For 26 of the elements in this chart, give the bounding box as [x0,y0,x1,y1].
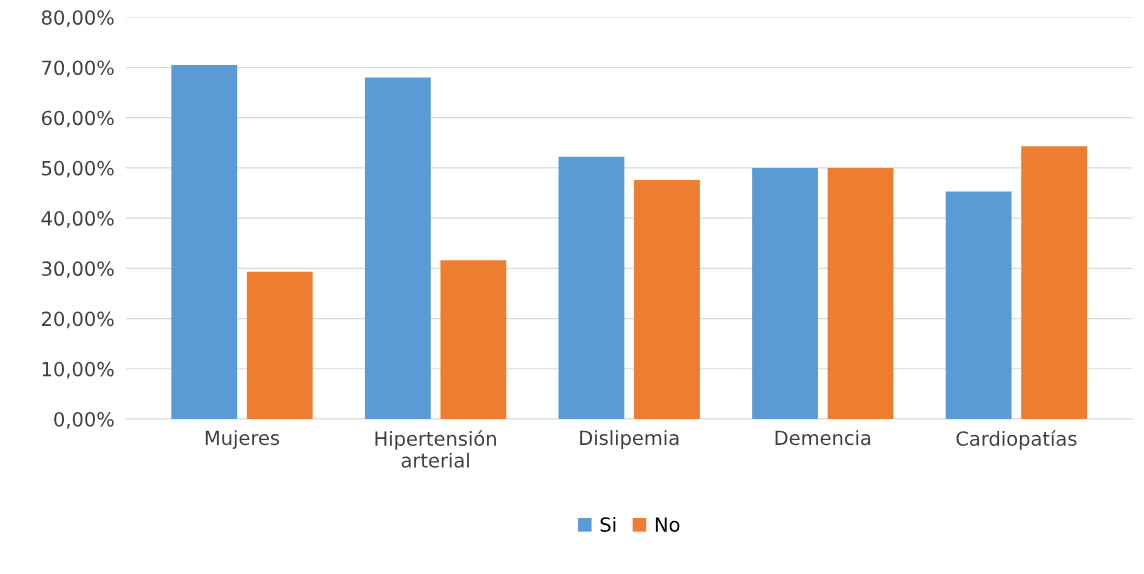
bar [558,156,625,420]
x-tick-label: Mujeres [205,430,280,449]
bar [171,64,238,420]
y-tick-label: 60,00% [41,110,114,128]
bar [634,179,700,420]
bar [1021,146,1088,420]
y-tick-label: 20,00% [42,311,114,329]
bar [827,167,894,420]
legend-label: No [655,517,680,532]
x-tick-label: Demencia [775,430,871,446]
y-tick-label: 80,00% [41,10,114,27]
x-tick-label: Cardiopatías [956,430,1077,450]
bar [246,271,313,420]
y-tick-label: 70,00% [42,60,114,78]
legend-label: Si [600,516,616,532]
x-tick-label: Dislipemia [580,430,679,449]
y-tick-label: 30,00% [42,261,114,278]
bar [364,77,431,420]
y-tick-label: 50,00% [42,160,114,178]
y-tick-label: 0,00% [54,411,114,429]
bar [752,167,818,420]
y-tick-label: 40,00% [41,211,114,228]
bar [945,191,1012,420]
bar [440,260,507,420]
y-tick-label: 10,00% [42,361,114,379]
x-tick-label: Hipertensión arterial [375,430,496,468]
